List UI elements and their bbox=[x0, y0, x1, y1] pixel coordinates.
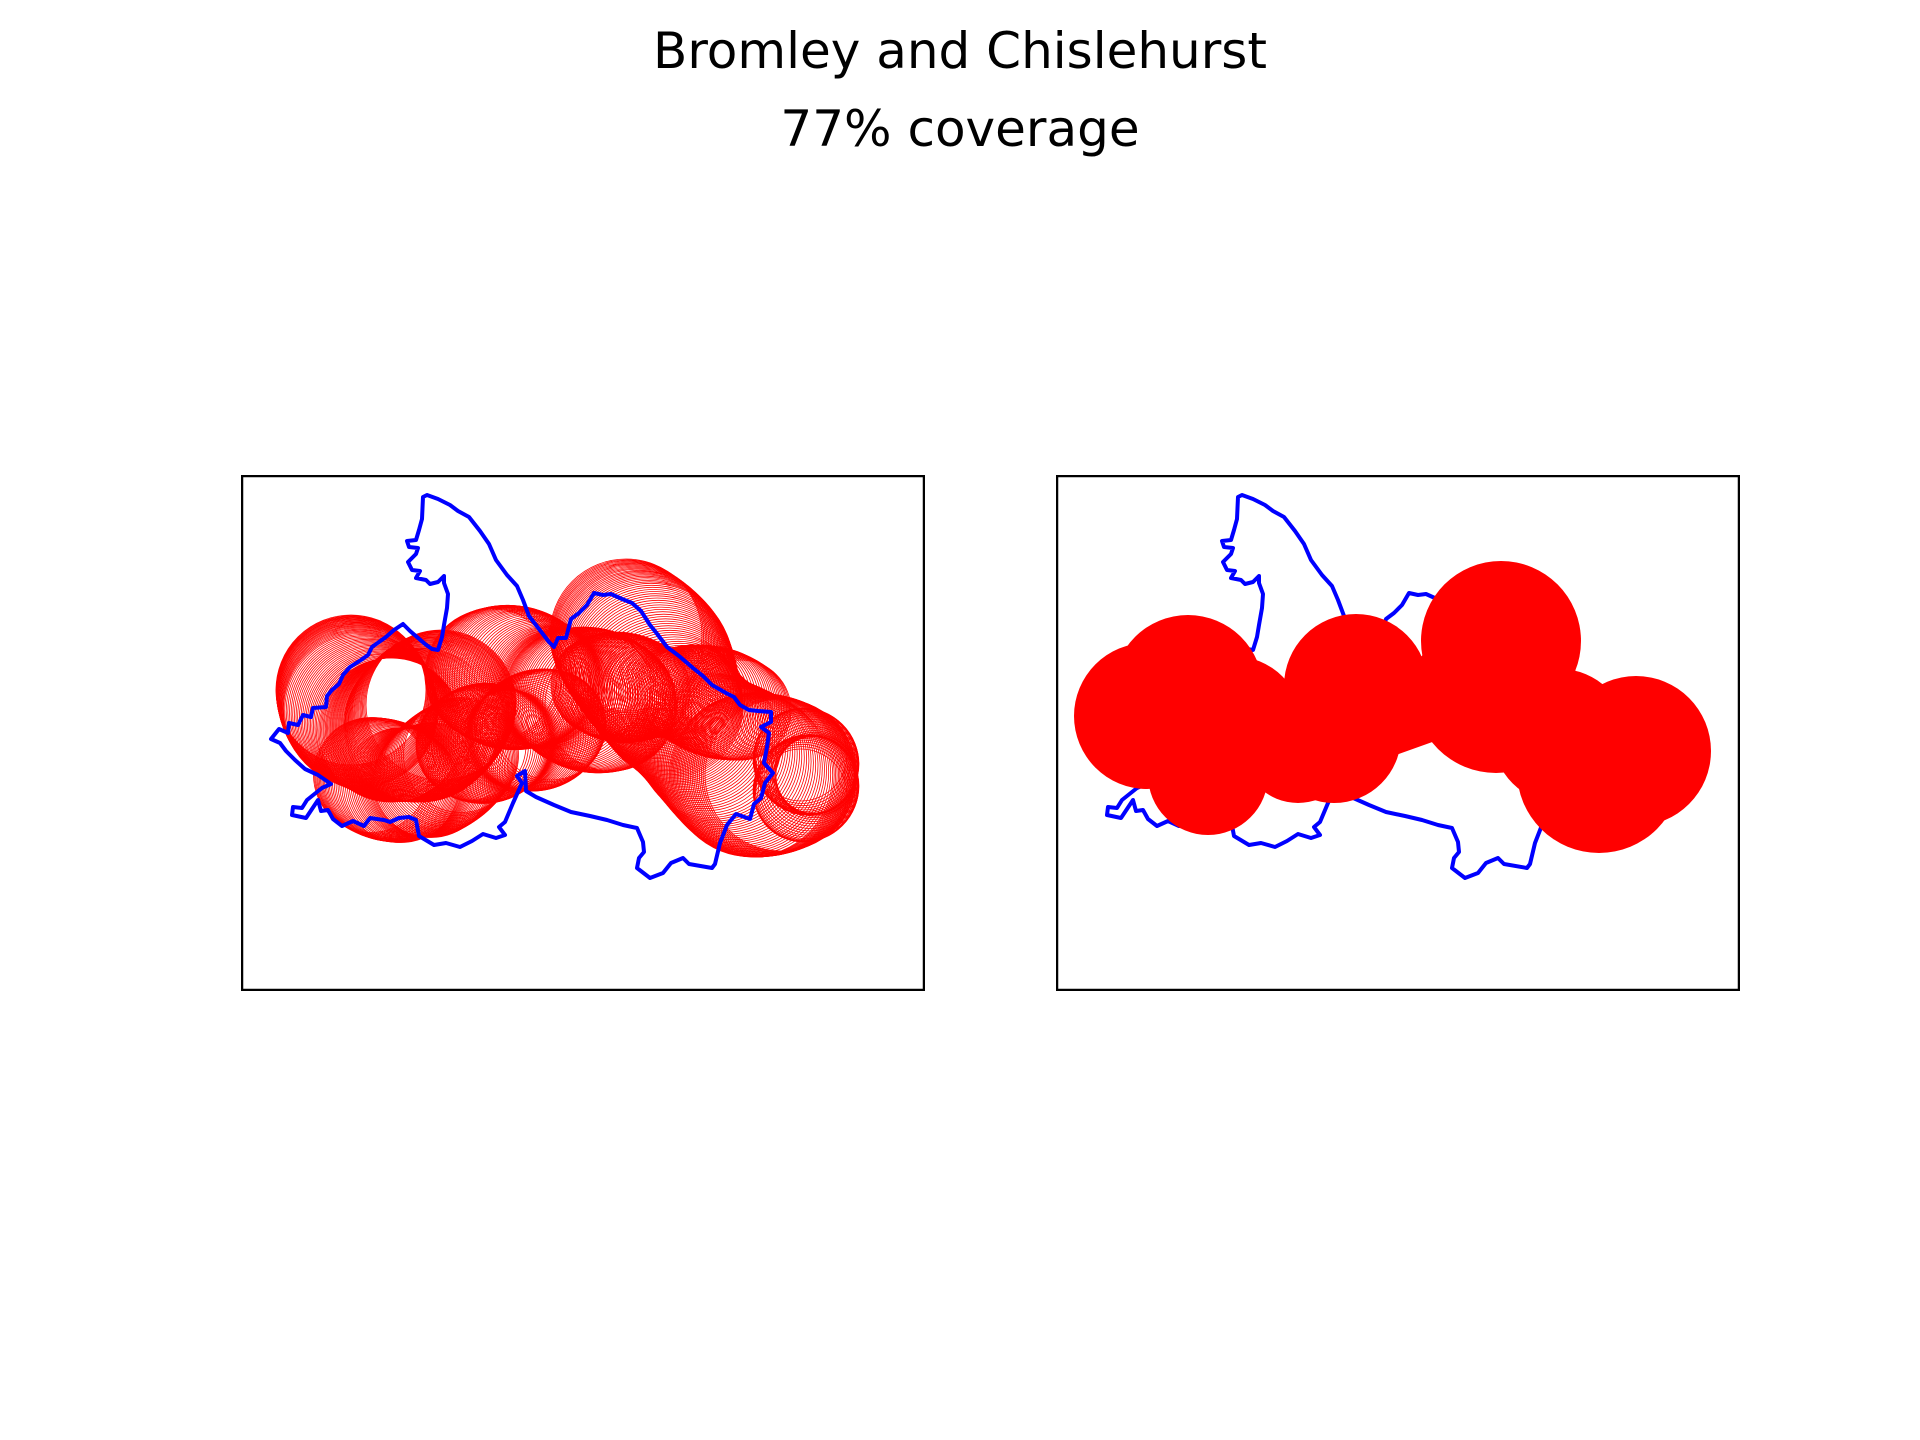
coverage-circle bbox=[585, 637, 689, 742]
coverage-circle bbox=[646, 677, 798, 829]
coverage-circle bbox=[549, 558, 703, 712]
coverage-circle bbox=[753, 746, 850, 842]
coverage-circle bbox=[453, 609, 594, 749]
coverage-circle bbox=[425, 607, 560, 743]
coverage-circle bbox=[587, 638, 691, 741]
coverage-circle bbox=[589, 639, 691, 741]
coverage-union-fill bbox=[1074, 561, 1711, 853]
coverage-circle bbox=[355, 635, 511, 791]
coverage-circle bbox=[603, 643, 699, 739]
coverage-circle bbox=[430, 683, 550, 802]
map-panel-left bbox=[241, 475, 925, 991]
coverage-circle bbox=[582, 636, 688, 742]
panel-frame-left bbox=[241, 475, 925, 991]
coverage-circle bbox=[403, 697, 519, 813]
coverage-circle bbox=[415, 689, 527, 801]
figure-title: Bromley and Chislehurst bbox=[653, 22, 1267, 80]
coverage-circle bbox=[688, 694, 850, 856]
coverage-circle bbox=[438, 685, 552, 799]
coverage-circle bbox=[388, 704, 510, 826]
coverage-circle bbox=[435, 684, 552, 801]
coverage-circle bbox=[654, 682, 812, 841]
coverage-circle bbox=[643, 675, 794, 826]
map-panel-right bbox=[1056, 475, 1740, 991]
coverage-circle bbox=[433, 683, 551, 801]
coverage-subtitle: 77% coverage bbox=[780, 100, 1140, 158]
coverage-circle bbox=[552, 562, 709, 719]
coverage-circle bbox=[348, 640, 506, 798]
coverage-circle bbox=[754, 748, 848, 842]
coverage-circle bbox=[395, 700, 515, 820]
coverage-circle bbox=[697, 696, 854, 854]
panel-frame-right bbox=[1056, 475, 1740, 991]
coverage-circle bbox=[460, 689, 562, 791]
coverage-circle bbox=[691, 695, 852, 855]
coverage-circle bbox=[595, 641, 694, 740]
coverage-circle bbox=[684, 693, 848, 857]
coverage-circle bbox=[693, 695, 853, 855]
coverage-circle bbox=[610, 644, 753, 787]
coverage-circle bbox=[652, 645, 762, 755]
coverage-circle bbox=[606, 640, 750, 784]
coverage-circle bbox=[552, 562, 711, 721]
coverage-circle bbox=[656, 684, 817, 844]
coverage-circle bbox=[356, 634, 512, 790]
